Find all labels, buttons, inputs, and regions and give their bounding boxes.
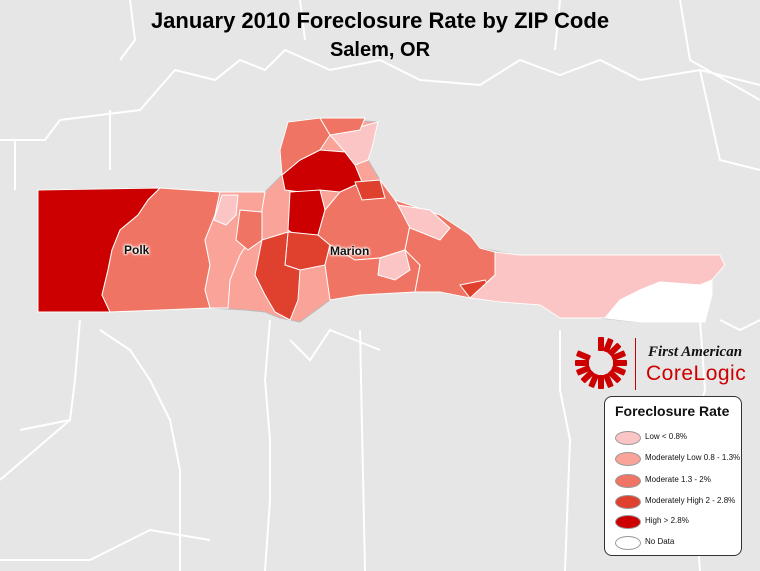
legend-swatch-low	[615, 431, 641, 445]
logo-divider	[635, 338, 636, 390]
legend-label-no-data: No Data	[645, 537, 675, 546]
zip-area-marion-modhigh-2[interactable]	[354, 179, 386, 201]
zip-area-moderate-2[interactable]	[235, 209, 263, 251]
legend-title: Foreclosure Rate	[615, 403, 730, 419]
legend-swatch-no-data	[615, 536, 641, 550]
zip-area-marion-low-1[interactable]	[377, 249, 411, 281]
place-label-marion: Marion	[330, 244, 370, 258]
legend-label-moderately-high: Moderately High 2 - 2.8%	[645, 496, 736, 505]
corelogic-logo: First American CoreLogic	[574, 333, 747, 393]
legend-swatch-high	[615, 515, 641, 529]
zip-area-no-data[interactable]	[604, 279, 713, 323]
map-subtitle: Salem, OR	[329, 39, 431, 61]
legend-swatch-moderately-low	[615, 452, 641, 466]
corelogic-logo-mark	[575, 337, 627, 389]
place-label-polk: Polk	[124, 243, 150, 257]
legend-swatch-moderately-high	[615, 495, 641, 509]
legend-label-moderately-low: Moderately Low 0.8 - 1.3%	[645, 453, 741, 462]
logo-line1: First American	[648, 344, 743, 360]
zip-area-low-1[interactable]	[213, 194, 239, 226]
logo-line2: CoreLogic	[646, 362, 747, 385]
zip-area-marion-low-2[interactable]	[397, 204, 451, 241]
legend-label-moderate: Moderate 1.3 - 2%	[645, 475, 711, 484]
map-title: January 2010 Foreclosure Rate by ZIP Cod…	[150, 8, 610, 33]
legend-swatch-moderate	[615, 474, 641, 488]
legend-label-low: Low < 0.8%	[645, 432, 688, 441]
zip-area-salem-southwest[interactable]	[254, 231, 301, 321]
zip-area-north-mod[interactable]	[319, 117, 366, 136]
zip-polygons[interactable]	[37, 117, 726, 323]
legend-label-high: High > 2.8%	[645, 516, 689, 525]
map-legend: Foreclosure Rate Low < 0.8% Moderately L…	[604, 396, 742, 556]
